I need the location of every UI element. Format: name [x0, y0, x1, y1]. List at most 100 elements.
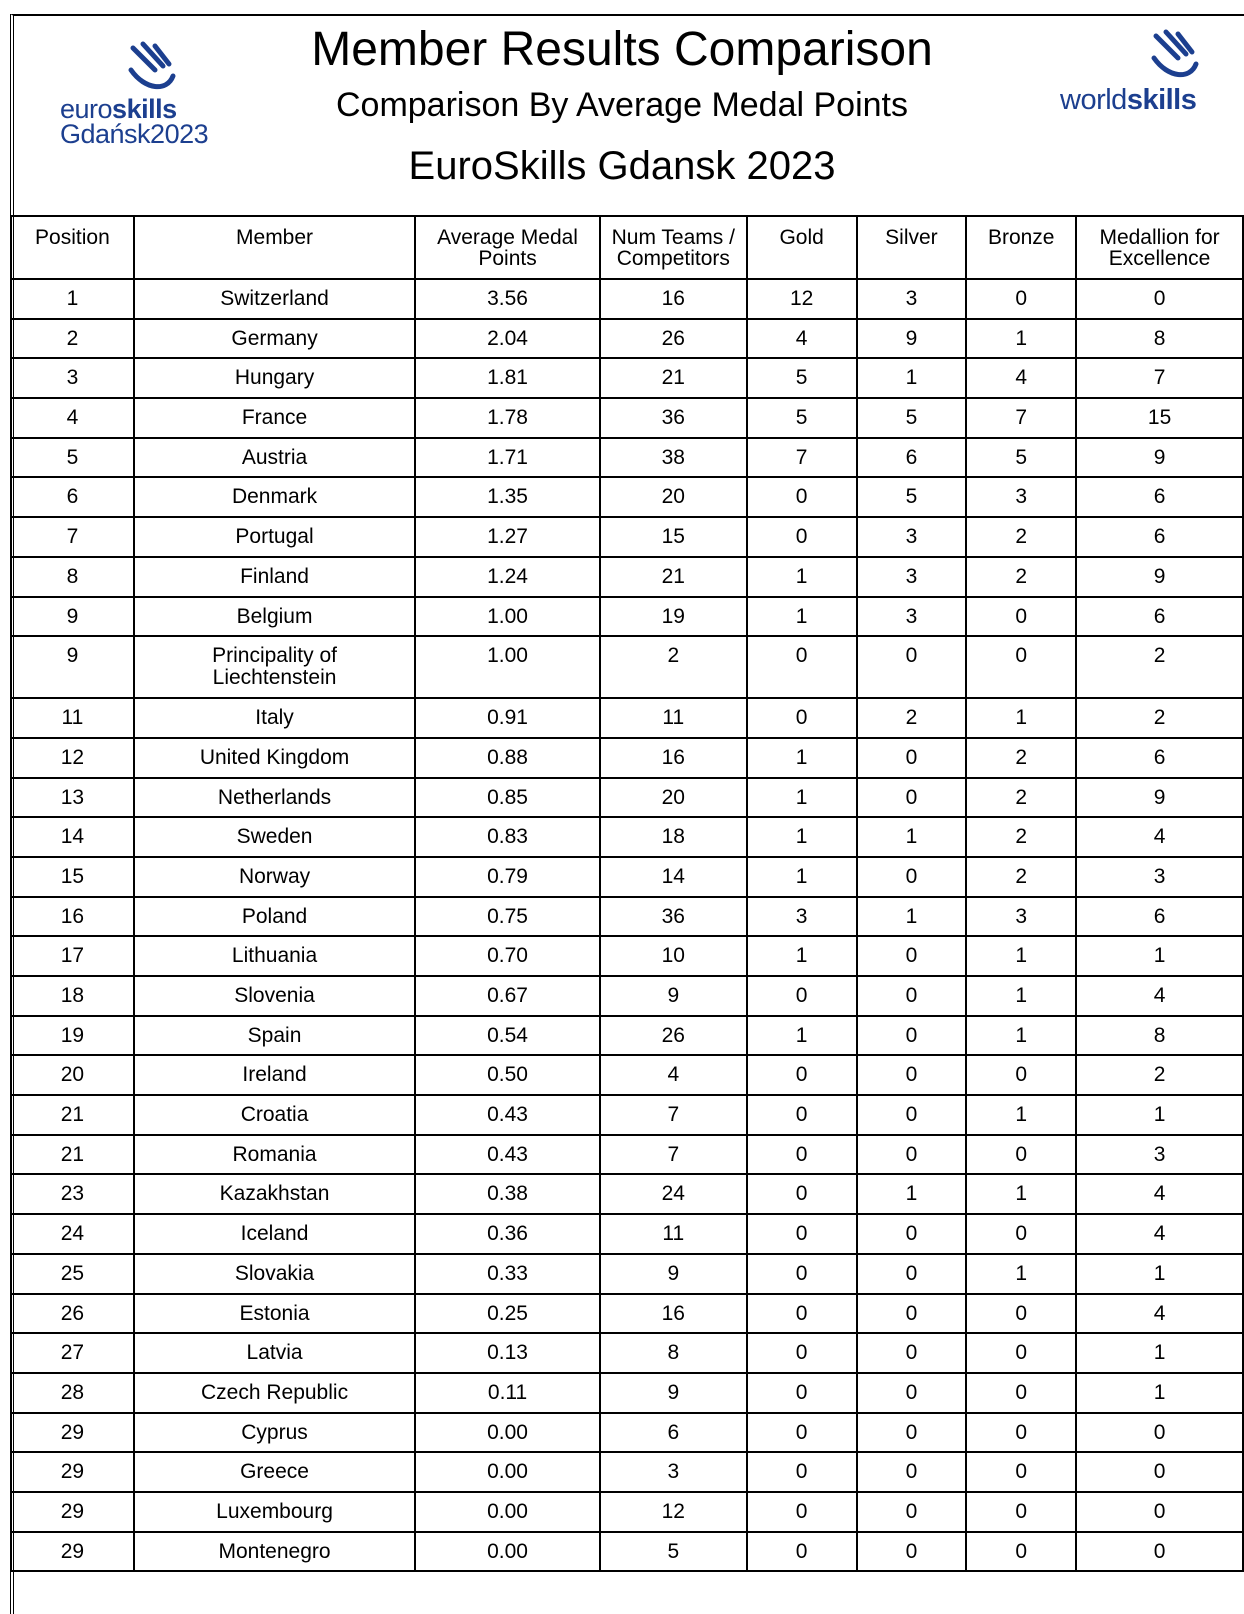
table-cell: 0 — [1075, 278, 1244, 320]
table-cell: 0 — [855, 1292, 968, 1335]
table-cell: 12 — [10, 736, 135, 779]
column-header: Gold — [745, 215, 858, 280]
table-cell: 1.35 — [414, 476, 601, 519]
table-cell: 0 — [965, 278, 1078, 320]
table-cell: 9 — [1075, 555, 1244, 598]
table-cell: 15 — [598, 516, 748, 558]
table-cell: Belgium — [132, 595, 417, 638]
table-cell: 26 — [10, 1292, 135, 1335]
table-cell: 29 — [10, 1451, 135, 1493]
table-cell: 2 — [10, 317, 135, 360]
table-cell: 17 — [10, 935, 135, 977]
table-cell: 9 — [598, 1371, 748, 1414]
table-row: 21 Croatia 0.43 7 0 0 1 1 — [10, 1094, 1244, 1136]
table-cell: 1 — [855, 895, 968, 938]
table-cell: 8 — [598, 1332, 748, 1374]
table-row: 12 United Kingdom 0.88 16 1 0 2 6 — [10, 736, 1244, 779]
table-cell: 0 — [745, 1332, 858, 1374]
table-row: 4 France 1.78 36 5 5 7 15 — [10, 397, 1244, 439]
table-cell: Principality of Liechtenstein — [132, 635, 417, 700]
table-cell: 0 — [1075, 1530, 1244, 1573]
table-cell: 1 — [965, 1014, 1078, 1057]
table-cell: 1.24 — [414, 555, 601, 598]
table-cell: 0 — [965, 595, 1078, 638]
table-cell: 25 — [10, 1252, 135, 1295]
worldskills-logo: worldskills — [1060, 86, 1197, 115]
table-cell: Switzerland — [132, 278, 417, 320]
table-cell: 1 — [855, 816, 968, 858]
table-cell: 1 — [965, 1252, 1078, 1295]
table-cell: 0.75 — [414, 895, 601, 938]
table-cell: 0.43 — [414, 1133, 601, 1176]
table-cell: 0.67 — [414, 975, 601, 1017]
table-cell: 8 — [1075, 317, 1244, 360]
table-row: 29 Luxembourg 0.00 12 0 0 0 0 — [10, 1490, 1244, 1533]
table-cell: 0 — [745, 1530, 858, 1573]
table-cell: 0.85 — [414, 776, 601, 819]
table-cell: 0 — [965, 1213, 1078, 1255]
table-cell: 0 — [965, 1451, 1078, 1493]
table-cell: 0 — [745, 1371, 858, 1414]
table-cell: 0 — [855, 935, 968, 977]
table-cell: 0 — [855, 1213, 968, 1255]
table-cell: 0 — [965, 635, 1078, 700]
logo-text: Gdańsk2023 — [60, 119, 209, 149]
table-cell: 0 — [745, 1133, 858, 1176]
table-cell: 1 — [745, 816, 858, 858]
table-cell: 1 — [855, 357, 968, 400]
table-cell: 0 — [1075, 1490, 1244, 1533]
table-cell: 0.00 — [414, 1490, 601, 1533]
table-cell: 0.00 — [414, 1530, 601, 1573]
table-cell: 1 — [1075, 1094, 1244, 1136]
table-cell: 1 — [965, 1173, 1078, 1216]
table-cell: 2 — [965, 555, 1078, 598]
column-header: Member — [132, 215, 417, 280]
table-cell: Netherlands — [132, 776, 417, 819]
table-cell: 0 — [745, 1490, 858, 1533]
table-cell: 26 — [598, 317, 748, 360]
table-cell: 0 — [965, 1292, 1078, 1335]
table-cell: 5 — [10, 436, 135, 479]
table-cell: 21 — [10, 1133, 135, 1176]
table-cell: Sweden — [132, 816, 417, 858]
table-cell: 0 — [965, 1490, 1078, 1533]
table-cell: 3 — [1075, 1133, 1244, 1176]
table-row: 20 Ireland 0.50 4 0 0 0 2 — [10, 1054, 1244, 1097]
table-cell: 7 — [598, 1094, 748, 1136]
table-row: 26 Estonia 0.25 16 0 0 0 4 — [10, 1292, 1244, 1335]
event-name: EuroSkills Gdansk 2023 — [408, 144, 836, 188]
table-row: 23 Kazakhstan 0.38 24 0 1 1 4 — [10, 1173, 1244, 1216]
table-cell: 0.50 — [414, 1054, 601, 1097]
results-table: Position Member Average Medal Points Num Te… — [10, 215, 1244, 1573]
table-cell: 1 — [1075, 1252, 1244, 1295]
table-cell: Austria — [132, 436, 417, 479]
table-cell: 2 — [1075, 1054, 1244, 1097]
table-cell: 9 — [10, 635, 135, 700]
table-cell: 1 — [745, 736, 858, 779]
table-row: 7 Portugal 1.27 15 0 3 2 6 — [10, 516, 1244, 558]
table-row: 24 Iceland 0.36 11 0 0 0 4 — [10, 1213, 1244, 1255]
table-row: 11 Italy 0.91 11 0 2 1 2 — [10, 697, 1244, 739]
table-row: 21 Romania 0.43 7 0 0 0 3 — [10, 1133, 1244, 1176]
table-row: 5 Austria 1.71 38 7 6 5 9 — [10, 436, 1244, 479]
table-cell: United Kingdom — [132, 736, 417, 779]
table-cell: 2 — [965, 736, 1078, 779]
table-cell: 5 — [745, 397, 858, 439]
table-cell: 7 — [598, 1133, 748, 1176]
table-cell: 6 — [855, 436, 968, 479]
table-cell: Iceland — [132, 1213, 417, 1255]
table-cell: Latvia — [132, 1332, 417, 1374]
table-cell: 3 — [965, 895, 1078, 938]
table-cell: 0 — [855, 1054, 968, 1097]
table-cell: 0 — [855, 855, 968, 898]
table-cell: 18 — [598, 816, 748, 858]
table-cell: 24 — [598, 1173, 748, 1216]
table-cell: 20 — [598, 476, 748, 519]
table-cell: 0 — [855, 1371, 968, 1414]
table-cell: 38 — [598, 436, 748, 479]
table-row: 8 Finland 1.24 21 1 3 2 9 — [10, 555, 1244, 598]
table-cell: 6 — [1075, 476, 1244, 519]
table-cell: 0 — [745, 1451, 858, 1493]
table-cell: 7 — [10, 516, 135, 558]
table-cell: 9 — [598, 975, 748, 1017]
